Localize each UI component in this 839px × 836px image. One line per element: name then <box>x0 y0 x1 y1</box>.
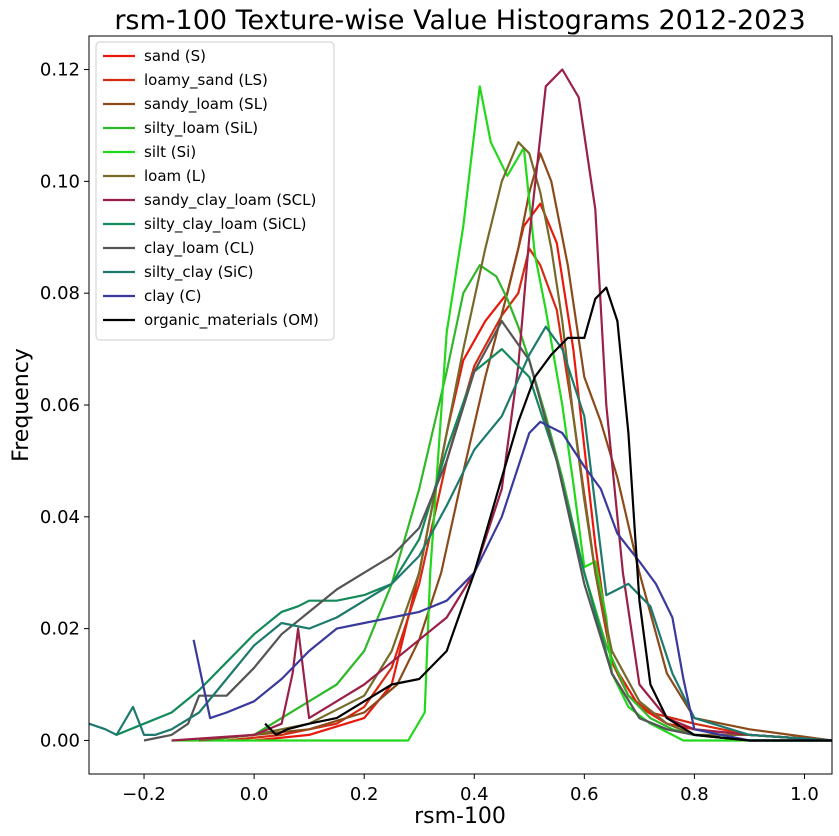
legend-entry: silty_clay_loam (SiCL) <box>144 215 307 234</box>
legend-entry: clay (C) <box>144 287 201 305</box>
series-line-9 <box>89 325 832 742</box>
legend-entry: silt (Si) <box>144 143 196 161</box>
series-line-11 <box>264 286 832 742</box>
series-line-0 <box>253 202 832 742</box>
legend-entry: sandy_loam (SL) <box>144 95 268 114</box>
x-tick-label: 1.0 <box>790 784 819 805</box>
x-tick-label: −0.2 <box>122 784 166 805</box>
chart-title: rsm-100 Texture-wise Value Histograms 20… <box>114 5 805 36</box>
series-line-5 <box>198 141 832 742</box>
series-line-1 <box>226 247 832 742</box>
x-axis-label: rsm-100 <box>414 804 506 829</box>
legend-entry: sand (S) <box>144 47 206 65</box>
legend-entry: silty_clay (SiC) <box>144 263 254 282</box>
y-tick-label: 0.06 <box>40 395 80 416</box>
y-tick-label: 0.04 <box>40 507 80 528</box>
legend: sand (S) loamy_sand (LS) sandy_loam (SL) si… <box>95 41 335 341</box>
legend-entry: clay_loam (CL) <box>144 239 254 258</box>
y-axis-label: Frequency <box>9 348 34 462</box>
y-tick-label: 0.08 <box>40 283 80 304</box>
x-tick-label: 0.6 <box>570 784 599 805</box>
legend-entry: loam (L) <box>144 167 206 185</box>
legend-entry: silty_loam (SiL) <box>144 119 258 138</box>
legend-entry: sandy_clay_loam (SCL) <box>144 191 316 210</box>
y-tick-label: 0.10 <box>40 171 80 192</box>
legend-entry: loamy_sand (LS) <box>144 71 268 90</box>
legend-entry: organic_materials (OM) <box>144 311 319 330</box>
series-line-4 <box>171 85 832 742</box>
series-line-10 <box>192 420 832 742</box>
y-axis: 0.00 0.02 0.04 0.06 0.08 0.10 0.12 <box>40 60 89 751</box>
plot-area <box>89 68 832 742</box>
y-tick-label: 0.12 <box>40 60 80 81</box>
series-line-6 <box>171 68 832 742</box>
x-tick-label: 0.8 <box>680 784 709 805</box>
series-line-8 <box>143 320 832 742</box>
series-line-3 <box>198 264 832 742</box>
x-tick-label: 0.0 <box>240 784 269 805</box>
y-tick-label: 0.00 <box>40 730 80 751</box>
y-tick-label: 0.02 <box>40 619 80 640</box>
x-tick-label: 0.4 <box>460 784 489 805</box>
legend-box <box>95 41 335 341</box>
x-axis: −0.2 0.0 0.2 0.4 0.6 0.8 1.0 <box>122 774 819 805</box>
x-tick-label: 0.2 <box>350 784 379 805</box>
